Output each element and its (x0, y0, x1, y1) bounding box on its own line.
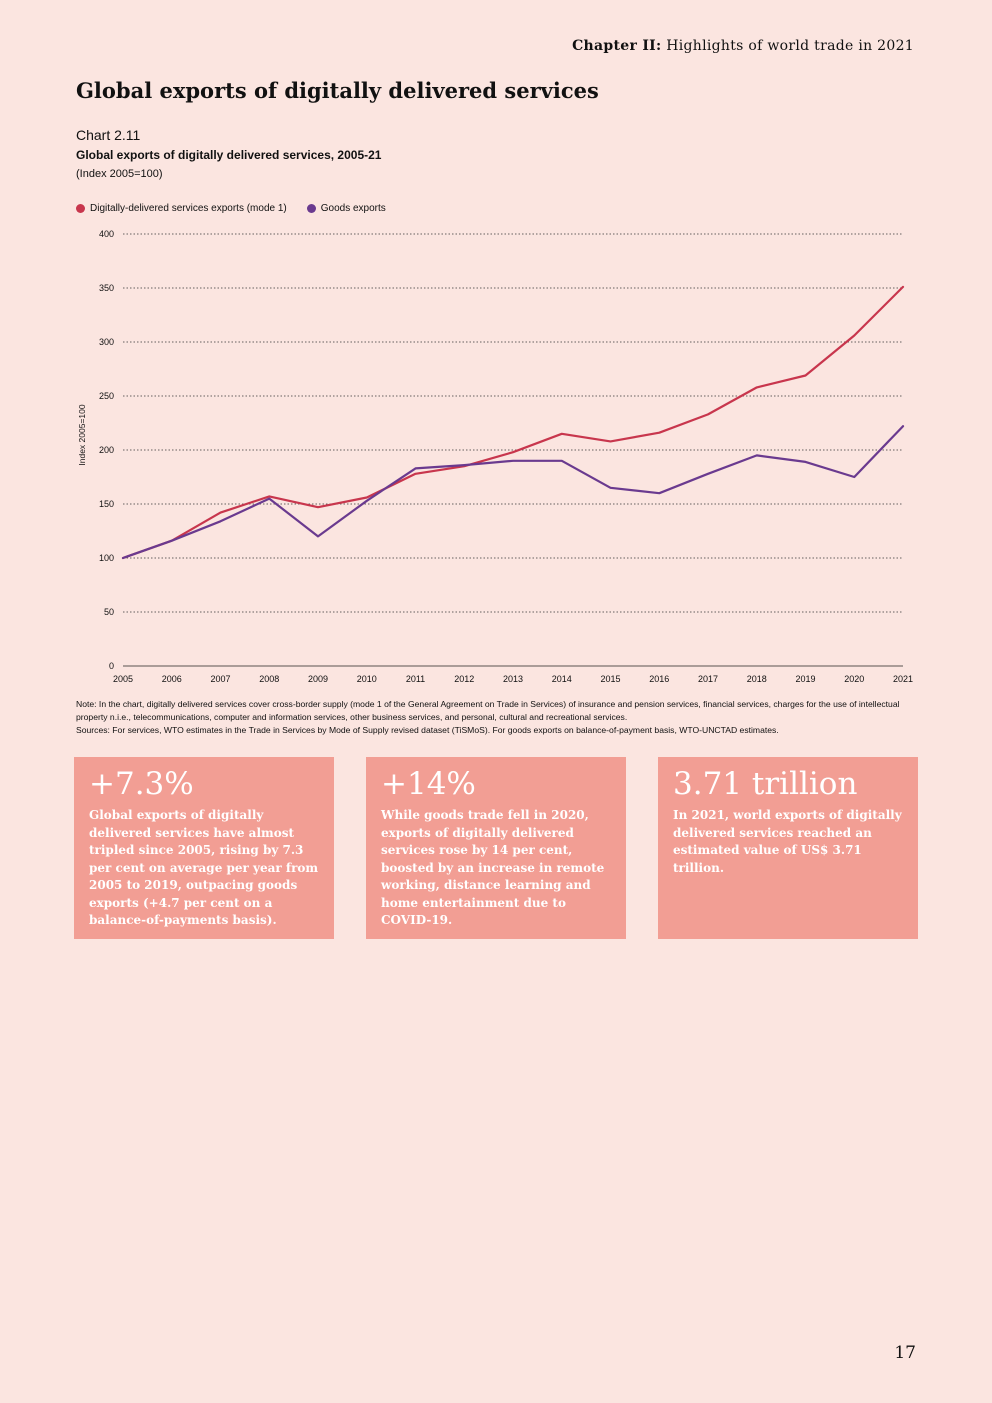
stat-text: In 2021, world exports of digitally deli… (673, 808, 902, 875)
x-tick-label: 2011 (406, 674, 425, 684)
y-axis-label: Index 2005=100 (77, 404, 87, 465)
x-tick-label: 2007 (210, 674, 230, 684)
stat-card-2020: +14% While goods trade fell in 2020, exp… (366, 757, 626, 939)
legend-item-services: Digitally-delivered services exports (mo… (76, 203, 287, 214)
y-tick-label: 50 (104, 607, 114, 617)
y-tick-label: 150 (99, 499, 114, 509)
series-line-goods (121, 425, 905, 560)
legend-label-services: Digitally-delivered services exports (mo… (90, 203, 287, 214)
x-tick-label: 2012 (454, 674, 474, 684)
x-tick-label: 2008 (259, 674, 279, 684)
x-tick-label: 2020 (844, 674, 864, 684)
x-tick-label: 2021 (893, 674, 913, 684)
x-tick-label: 2005 (113, 674, 133, 684)
chart-title: Global exports of digitally delivered se… (76, 148, 382, 162)
stat-card-growth: +7.3% Global exports of digitally delive… (74, 757, 334, 939)
stat-figure: +7.3% (89, 766, 194, 802)
x-tick-label: 2010 (357, 674, 377, 684)
x-tick-label: 2006 (162, 674, 182, 684)
chart-subtitle: (Index 2005=100) (76, 168, 163, 180)
y-tick-label: 250 (99, 391, 114, 401)
x-tick-label: 2019 (795, 674, 815, 684)
chapter-label: Chapter II: (572, 38, 662, 54)
chart-sources: Sources: For services, WTO estimates in … (76, 725, 779, 735)
stat-card-value: 3.71 trillion In 2021, world exports of … (658, 757, 918, 939)
x-tick-label: 2014 (552, 674, 572, 684)
chapter-title: Highlights of world trade in 2021 (666, 38, 914, 54)
stat-figure: 3.71 trillion (673, 766, 858, 802)
chart-legend: Digitally-delivered services exports (mo… (76, 203, 386, 214)
chapter-header: Chapter II: Highlights of world trade in… (572, 38, 914, 54)
y-tick-label: 200 (99, 445, 114, 455)
y-tick-label: 100 (99, 553, 114, 563)
y-tick-label: 350 (99, 283, 114, 293)
legend-marker-goods (306, 204, 316, 213)
legend-item-goods: Goods exports (306, 203, 386, 214)
x-tick-label: 2017 (698, 674, 718, 684)
stat-text: While goods trade fell in 2020, exports … (381, 808, 605, 927)
legend-marker-services (76, 204, 85, 213)
chart-note: Note: In the chart, digitally delivered … (76, 699, 900, 722)
chart-number: Chart 2.11 (76, 127, 141, 143)
chart-notes: Note: In the chart, digitally delivered … (76, 698, 916, 737)
x-tick-label: 2009 (308, 674, 328, 684)
page-title: Global exports of digitally delivered se… (76, 78, 599, 103)
line-chart: 0 50 100 150 200 250 300 350 400 2005 2006 2007 2008… (77, 229, 913, 684)
y-tick-label: 0 (109, 661, 114, 671)
y-tick-label: 400 (99, 229, 114, 239)
stat-figure: +14% (381, 766, 476, 802)
series-line-services (121, 285, 905, 560)
y-tick-label: 300 (99, 337, 114, 347)
x-tick-label: 2016 (649, 674, 669, 684)
x-tick-label: 2013 (503, 674, 523, 684)
page-number: 17 (894, 1343, 916, 1363)
x-tick-label: 2018 (747, 674, 767, 684)
x-tick-label: 2015 (600, 674, 620, 684)
legend-label-goods: Goods exports (320, 203, 386, 214)
stat-text: Global exports of digitally delivered se… (89, 808, 319, 927)
